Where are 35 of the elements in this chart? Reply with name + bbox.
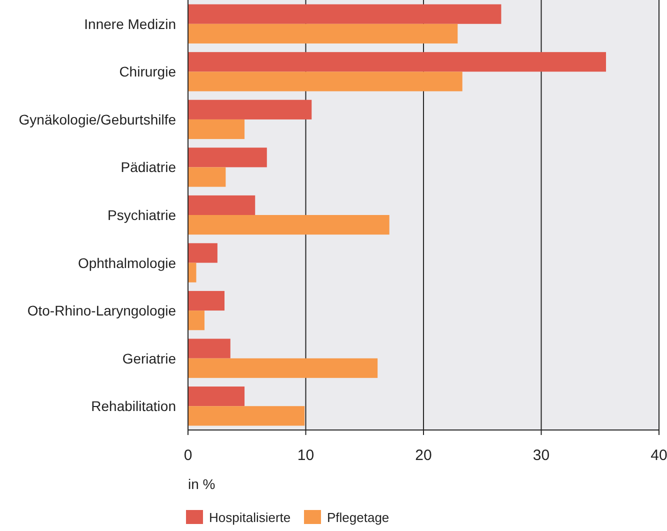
bar (188, 262, 196, 282)
bar (188, 167, 226, 187)
bar (188, 386, 245, 406)
y-tick-label: Psychiatrie (108, 207, 176, 223)
bar (188, 290, 225, 311)
x-tick-label: 0 (184, 447, 192, 464)
bar (188, 406, 305, 426)
bar (188, 100, 312, 120)
x-tick-label: 30 (532, 447, 550, 464)
x-tick-label: 20 (415, 447, 432, 464)
y-tick-label: Pädiatrie (120, 159, 176, 176)
x-tick-label: 10 (297, 447, 314, 464)
y-tick-label: Geriatrie (122, 350, 176, 366)
bar (188, 338, 230, 358)
bar (188, 310, 204, 330)
bar (188, 52, 606, 72)
y-tick-label: Oto-Rhino-Laryngologie (27, 302, 176, 319)
bar (188, 4, 502, 24)
bar (188, 215, 390, 235)
bar (188, 358, 378, 378)
y-tick-label: Gynäkologie/Geburtshilfe (18, 111, 176, 128)
y-tick-label: Rehabilitation (91, 398, 176, 414)
y-tick-label: Chirurgie (119, 64, 176, 80)
bar (188, 24, 458, 44)
legend-label: Pflegetage (327, 510, 390, 525)
x-tick-label: 40 (650, 447, 667, 464)
legend-label: Hospitalisierte (209, 510, 291, 525)
bar (188, 119, 245, 140)
bar (188, 72, 462, 92)
y-tick-label: Innere Medizin (84, 16, 176, 32)
bar (188, 243, 218, 263)
bar (188, 195, 256, 215)
bar (188, 148, 267, 168)
x-axis-title: in % (188, 476, 216, 492)
y-tick-label: Ophthalmologie (78, 254, 176, 271)
